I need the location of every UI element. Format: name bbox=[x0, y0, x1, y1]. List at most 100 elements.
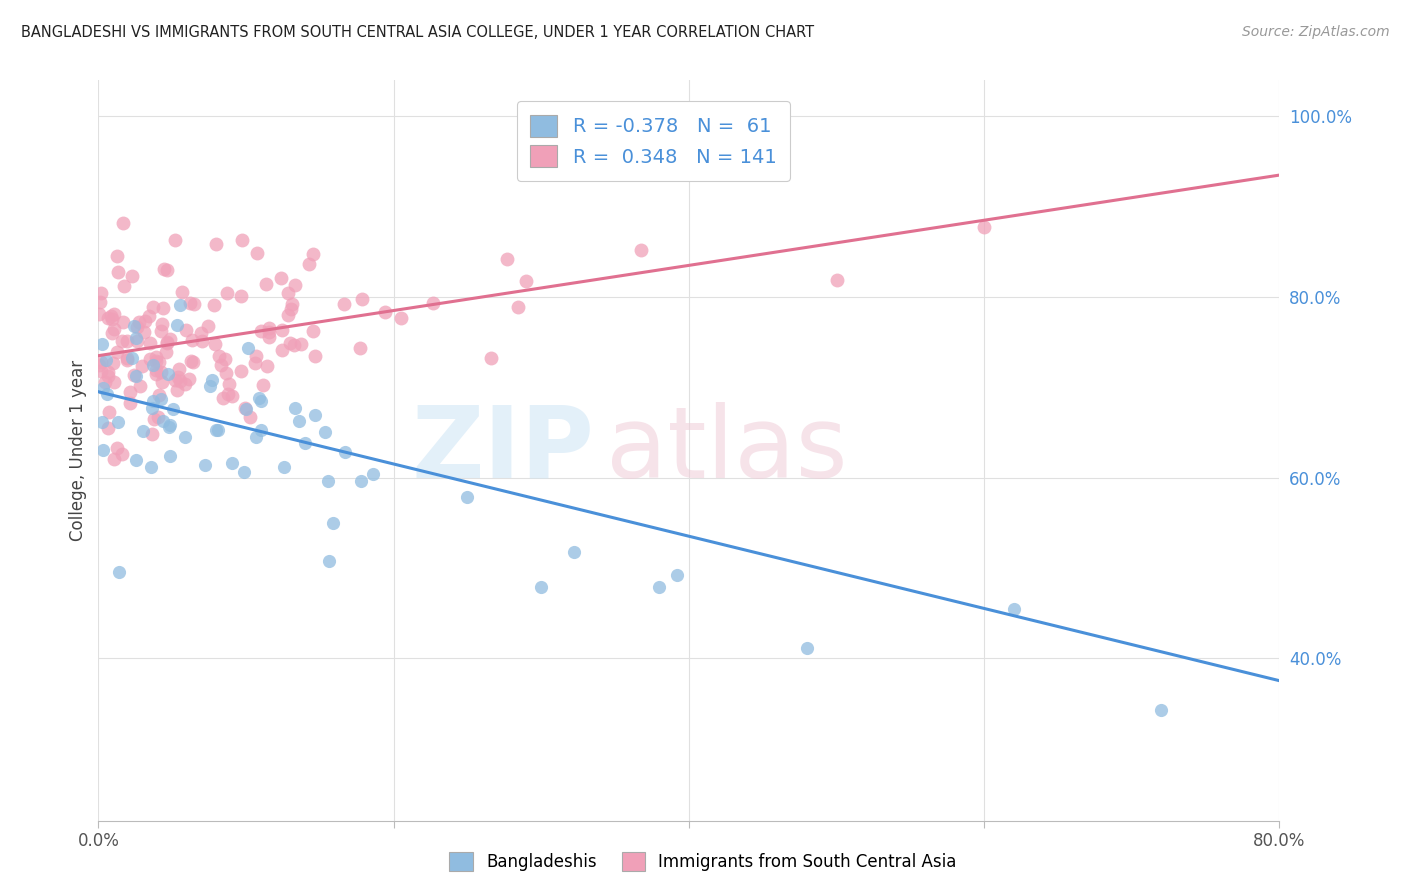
Point bbox=[100, 310, 122, 324]
Point bbox=[112, 279, 135, 293]
Point bbox=[156, 262, 179, 277]
Point bbox=[156, 367, 179, 381]
Point bbox=[152, 375, 174, 389]
Point bbox=[250, 324, 273, 338]
Point bbox=[107, 344, 129, 359]
Point bbox=[101, 326, 124, 340]
Point bbox=[302, 324, 325, 338]
Point bbox=[350, 293, 373, 307]
Point bbox=[214, 352, 236, 367]
Point bbox=[155, 345, 177, 359]
Point bbox=[201, 373, 224, 387]
Point bbox=[156, 335, 179, 350]
Point bbox=[111, 216, 134, 230]
Point bbox=[132, 325, 155, 339]
Point bbox=[562, 545, 585, 559]
Point bbox=[349, 341, 371, 355]
Point bbox=[1002, 602, 1025, 616]
Point bbox=[280, 296, 302, 310]
Point bbox=[97, 368, 120, 383]
Point bbox=[172, 285, 194, 299]
Point bbox=[163, 373, 186, 387]
Point bbox=[280, 301, 302, 316]
Point bbox=[89, 295, 111, 310]
Point bbox=[246, 245, 269, 260]
Point bbox=[134, 314, 156, 328]
Point bbox=[252, 378, 274, 392]
Point bbox=[150, 325, 173, 339]
Point bbox=[141, 427, 163, 442]
Point bbox=[181, 354, 204, 368]
Point bbox=[215, 286, 238, 301]
Point bbox=[270, 271, 292, 285]
Point bbox=[257, 330, 280, 344]
Point bbox=[159, 449, 181, 463]
Point bbox=[141, 401, 163, 415]
Point bbox=[630, 244, 652, 258]
Point bbox=[304, 408, 326, 422]
Point bbox=[121, 268, 143, 283]
Point bbox=[176, 323, 198, 337]
Point bbox=[156, 335, 179, 350]
Point bbox=[142, 358, 165, 372]
Point bbox=[257, 321, 280, 335]
Point bbox=[105, 249, 128, 263]
Point bbox=[145, 363, 167, 377]
Point bbox=[131, 424, 153, 438]
Point bbox=[193, 458, 215, 473]
Point bbox=[204, 236, 226, 251]
Point bbox=[159, 418, 181, 433]
Point bbox=[103, 356, 125, 370]
Point bbox=[180, 354, 202, 368]
Point bbox=[374, 304, 396, 318]
Point bbox=[125, 453, 148, 467]
Point bbox=[177, 372, 200, 386]
Point bbox=[287, 414, 309, 428]
Point bbox=[97, 421, 120, 435]
Point bbox=[115, 353, 138, 368]
Point bbox=[239, 410, 262, 425]
Point bbox=[221, 389, 243, 403]
Point bbox=[138, 336, 160, 351]
Point bbox=[91, 415, 114, 429]
Point bbox=[162, 402, 184, 417]
Point bbox=[422, 295, 444, 310]
Point bbox=[107, 565, 129, 579]
Point bbox=[191, 334, 214, 348]
Point bbox=[152, 317, 174, 331]
Point bbox=[103, 452, 125, 467]
Point bbox=[121, 351, 143, 366]
Point bbox=[169, 298, 191, 312]
Point bbox=[90, 364, 112, 378]
Point bbox=[152, 301, 174, 315]
Point bbox=[145, 353, 167, 368]
Legend: R = -0.378   N =  61, R =  0.348   N = 141: R = -0.378 N = 61, R = 0.348 N = 141 bbox=[516, 101, 790, 181]
Point bbox=[124, 368, 146, 382]
Point bbox=[259, 326, 281, 340]
Point bbox=[302, 247, 325, 261]
Point bbox=[245, 356, 267, 370]
Point bbox=[96, 352, 118, 367]
Point bbox=[124, 369, 146, 384]
Point bbox=[146, 410, 169, 425]
Point bbox=[197, 319, 219, 334]
Point bbox=[212, 391, 235, 405]
Point bbox=[165, 233, 187, 247]
Point bbox=[103, 321, 125, 335]
Point bbox=[825, 273, 848, 287]
Point bbox=[97, 405, 120, 419]
Point bbox=[304, 349, 326, 363]
Point bbox=[128, 316, 150, 330]
Point bbox=[294, 435, 316, 450]
Point bbox=[277, 285, 299, 300]
Text: Source: ZipAtlas.com: Source: ZipAtlas.com bbox=[1241, 25, 1389, 39]
Point bbox=[167, 361, 190, 376]
Point bbox=[138, 309, 160, 323]
Point bbox=[93, 375, 115, 389]
Point bbox=[209, 359, 232, 373]
Point bbox=[159, 333, 181, 347]
Point bbox=[148, 354, 170, 368]
Point bbox=[157, 419, 180, 434]
Point bbox=[318, 554, 340, 568]
Point bbox=[290, 336, 312, 351]
